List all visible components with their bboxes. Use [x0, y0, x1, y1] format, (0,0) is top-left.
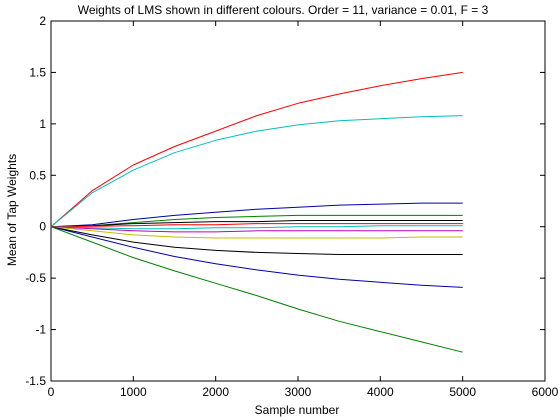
x-tick-label: 4000	[367, 385, 394, 399]
x-tick-label: 5000	[449, 385, 476, 399]
plot-area: 0 1000 2000 3000 4000 5000 6000 -1.5 -1 -0.5 0 0.5 1…	[25, 14, 558, 399]
series-line-7	[50, 225, 463, 230]
axes-box	[50, 20, 546, 382]
x-tick-label: 6000	[532, 385, 559, 399]
x-tick-label: 1000	[120, 385, 147, 399]
series-line-12	[50, 226, 463, 353]
series-line-8	[50, 226, 463, 233]
x-tick-label: 3000	[285, 385, 312, 399]
series-line-1	[50, 71, 463, 228]
series-line-3	[50, 202, 463, 228]
x-tick-label: 2000	[202, 385, 229, 399]
y-tick-label: 0.5	[29, 168, 46, 182]
series-line-6	[50, 223, 463, 228]
series-line-10	[50, 226, 463, 255]
series-line-2	[50, 115, 463, 228]
series-line-4	[50, 214, 463, 228]
y-tick-label: 1.5	[29, 65, 46, 79]
y-tick-label: -1.5	[25, 374, 46, 388]
y-tick-label: 0	[39, 220, 46, 234]
y-axis-label: Mean of Tap Weights	[5, 154, 19, 266]
x-axis-label: Sample number	[255, 403, 340, 417]
chart-title: Weights of LMS shown in different colour…	[78, 3, 489, 17]
y-tick-label: -1	[35, 323, 46, 337]
series-line-11	[50, 226, 463, 288]
y-tick-label: 1	[39, 117, 46, 131]
series-line-5	[50, 220, 463, 228]
y-tick-label: 2	[39, 14, 46, 28]
series-line-9	[50, 226, 463, 239]
y-tick-label: -0.5	[25, 271, 46, 285]
x-tick-label: 0	[48, 385, 55, 399]
